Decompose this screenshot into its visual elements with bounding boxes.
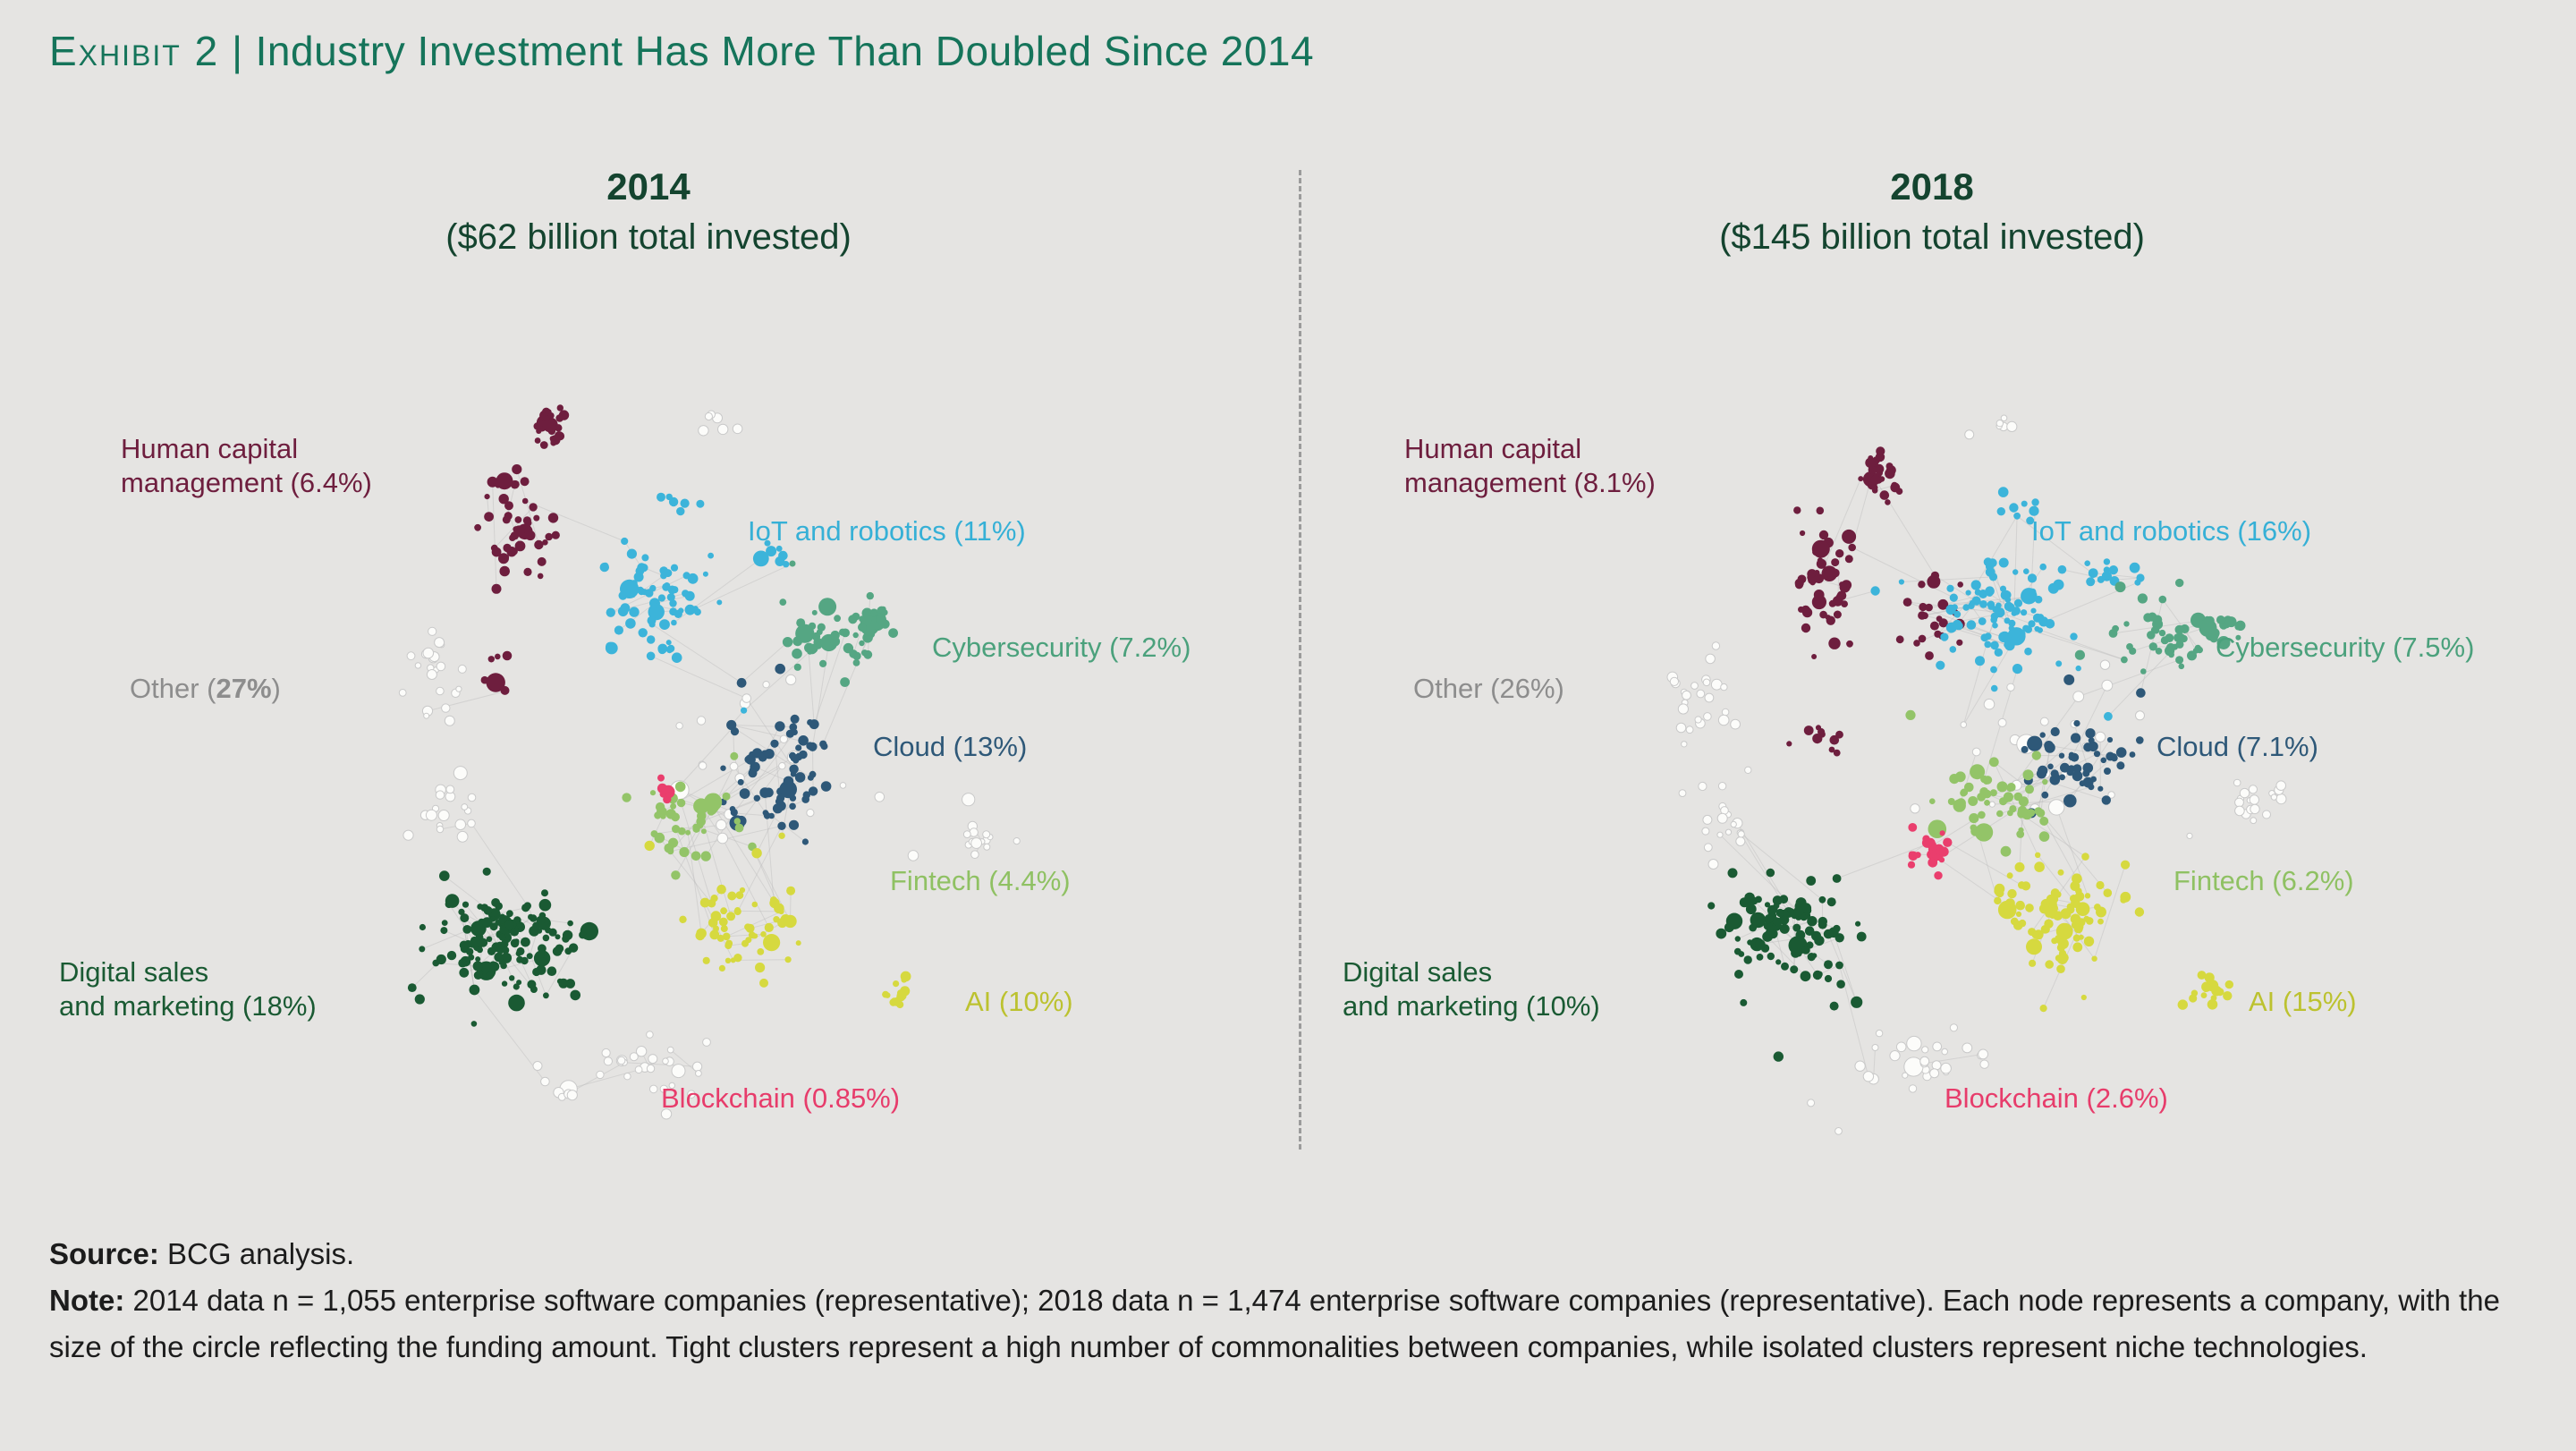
note-line: Note: 2014 data n = 1,055 enterprise sof…: [49, 1277, 2536, 1370]
label-fintech: Fintech (4.4%): [890, 865, 1071, 896]
label-other: Other (26%): [1413, 672, 1564, 706]
panel-divider: [1299, 170, 1301, 1150]
label-line: Human capital: [1404, 433, 1582, 464]
panel-year-2014: 2014: [606, 165, 691, 208]
footnote: Source: BCG analysis. Note: 2014 data n …: [49, 1231, 2536, 1370]
label-digital-sales-marketing: Digital sales and marketing (10%): [1343, 955, 1600, 1023]
label-fintech: Fintech (6.2%): [2174, 865, 2354, 896]
title-separator: |: [232, 28, 243, 74]
label-other: Other (27%): [130, 672, 281, 706]
panel-year-2018: 2018: [1890, 165, 1974, 208]
page-title: Exhibit 2 | Industry Investment Has More T…: [49, 27, 1314, 75]
label-other-pct: 27%: [216, 673, 272, 704]
label-blockchain: Blockchain (0.85%): [661, 1082, 901, 1114]
panel-2014: 2014 ($62 billion total invested) Human …: [49, 165, 1248, 1248]
label-line: Digital sales: [59, 956, 209, 988]
label-blockchain: Blockchain (2.6%): [1945, 1082, 2168, 1114]
note-label: Note:: [49, 1284, 125, 1318]
label-iot-robotics: IoT and robotics (11%): [748, 515, 1026, 547]
label-line: and marketing (18%): [59, 989, 317, 1022]
panel-2018: 2018 ($145 billion total invested) Human…: [1333, 165, 2531, 1248]
exhibit-number: Exhibit 2: [49, 28, 220, 74]
label-human-capital-management: Human capital management (8.1%): [1404, 432, 1656, 500]
label-human-capital-management: Human capital management (6.4%): [121, 432, 372, 500]
label-ai: AI (15%): [2249, 986, 2357, 1017]
label-cybersecurity: Cybersecurity (7.5%): [2216, 632, 2475, 663]
panel-subtitle-2014: ($62 billion total invested): [445, 217, 852, 257]
source-label: Source:: [49, 1237, 159, 1270]
label-cloud: Cloud (7.1%): [2157, 731, 2318, 762]
label-line: Digital sales: [1343, 956, 1493, 988]
cluster-network-2014: [398, 404, 1021, 1120]
label-line: management (8.1%): [1404, 466, 1656, 498]
source-text: BCG analysis.: [158, 1237, 355, 1270]
label-digital-sales-marketing: Digital sales and marketing (18%): [59, 955, 317, 1023]
label-cybersecurity: Cybersecurity (7.2%): [932, 632, 1191, 663]
cluster-network-2018: [1666, 414, 2287, 1135]
label-line: Other (: [130, 673, 216, 704]
label-line: ): [271, 673, 281, 704]
label-cloud: Cloud (13%): [873, 731, 1028, 762]
label-line: Human capital: [121, 433, 299, 464]
label-line: management (6.4%): [121, 466, 372, 498]
label-ai: AI (10%): [965, 986, 1073, 1017]
label-line: Other (26%): [1413, 673, 1564, 704]
label-iot-robotics: IoT and robotics (16%): [2031, 515, 2312, 547]
title-text: Industry Investment Has More Than Double…: [255, 28, 1315, 74]
note-text: 2014 data n = 1,055 enterprise software …: [49, 1284, 2500, 1364]
source-line: Source: BCG analysis.: [49, 1231, 2536, 1277]
label-line: and marketing (10%): [1343, 989, 1600, 1022]
panel-subtitle-2018: ($145 billion total invested): [1719, 217, 2145, 257]
